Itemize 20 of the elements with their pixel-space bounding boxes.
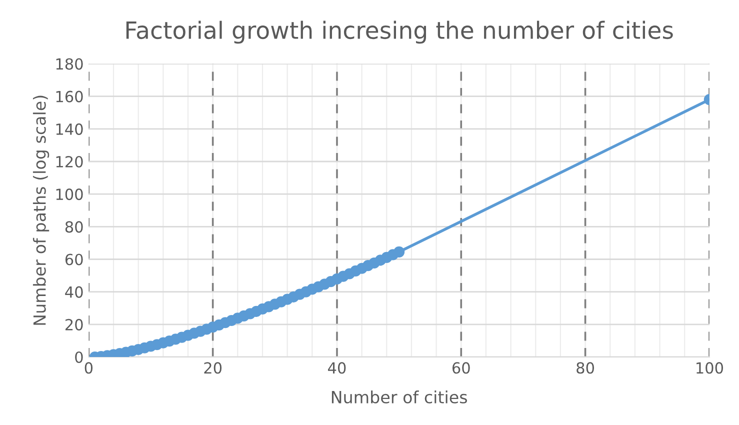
x-tick-label: 40 xyxy=(328,362,346,374)
y-tick-label: 40 xyxy=(65,286,83,298)
y-tick-label: 60 xyxy=(65,254,83,266)
y-tick-label: 0 xyxy=(75,351,83,364)
y-tick-label: 160 xyxy=(56,90,83,102)
y-tick-label: 80 xyxy=(65,221,83,233)
x-tick-label: 60 xyxy=(452,362,470,374)
y-tick-label: 140 xyxy=(56,123,83,135)
x-tick-label: 80 xyxy=(576,362,594,374)
point xyxy=(394,246,405,258)
x-tick-label: 20 xyxy=(204,362,222,374)
y-tick-label: 20 xyxy=(65,318,83,330)
y-axis-title: Number of paths (log scale) xyxy=(32,96,50,325)
x-tick-label: 0 xyxy=(84,362,93,374)
x-axis-title: Number of cities xyxy=(332,390,467,404)
y-tick-label: 180 xyxy=(56,58,83,70)
y-tick-label: 120 xyxy=(56,156,83,168)
x-tick-label: 100 xyxy=(696,362,724,374)
chart-title: Factorial growth incresing the number of cities xyxy=(126,20,673,44)
y-tick-label: 100 xyxy=(56,188,83,200)
